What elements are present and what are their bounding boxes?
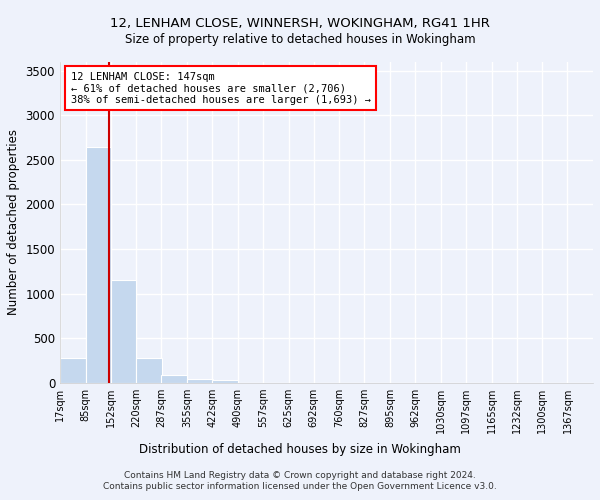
Text: Contains HM Land Registry data © Crown copyright and database right 2024.: Contains HM Land Registry data © Crown c… (124, 471, 476, 480)
Text: Size of property relative to detached houses in Wokingham: Size of property relative to detached ho… (125, 32, 475, 46)
Bar (161, 374, 187, 382)
Text: 12, LENHAM CLOSE, WINNERSH, WOKINGHAM, RG41 1HR: 12, LENHAM CLOSE, WINNERSH, WOKINGHAM, R… (110, 18, 490, 30)
Bar (136, 358, 162, 382)
Y-axis label: Number of detached properties: Number of detached properties (7, 130, 20, 316)
Bar (187, 378, 212, 382)
Bar (212, 380, 238, 382)
Text: Contains public sector information licensed under the Open Government Licence v3: Contains public sector information licen… (103, 482, 497, 491)
Bar (111, 280, 136, 382)
Bar (86, 148, 111, 382)
Text: Distribution of detached houses by size in Wokingham: Distribution of detached houses by size … (139, 442, 461, 456)
Text: 12 LENHAM CLOSE: 147sqm
← 61% of detached houses are smaller (2,706)
38% of semi: 12 LENHAM CLOSE: 147sqm ← 61% of detache… (71, 72, 371, 105)
Bar (60, 358, 86, 382)
